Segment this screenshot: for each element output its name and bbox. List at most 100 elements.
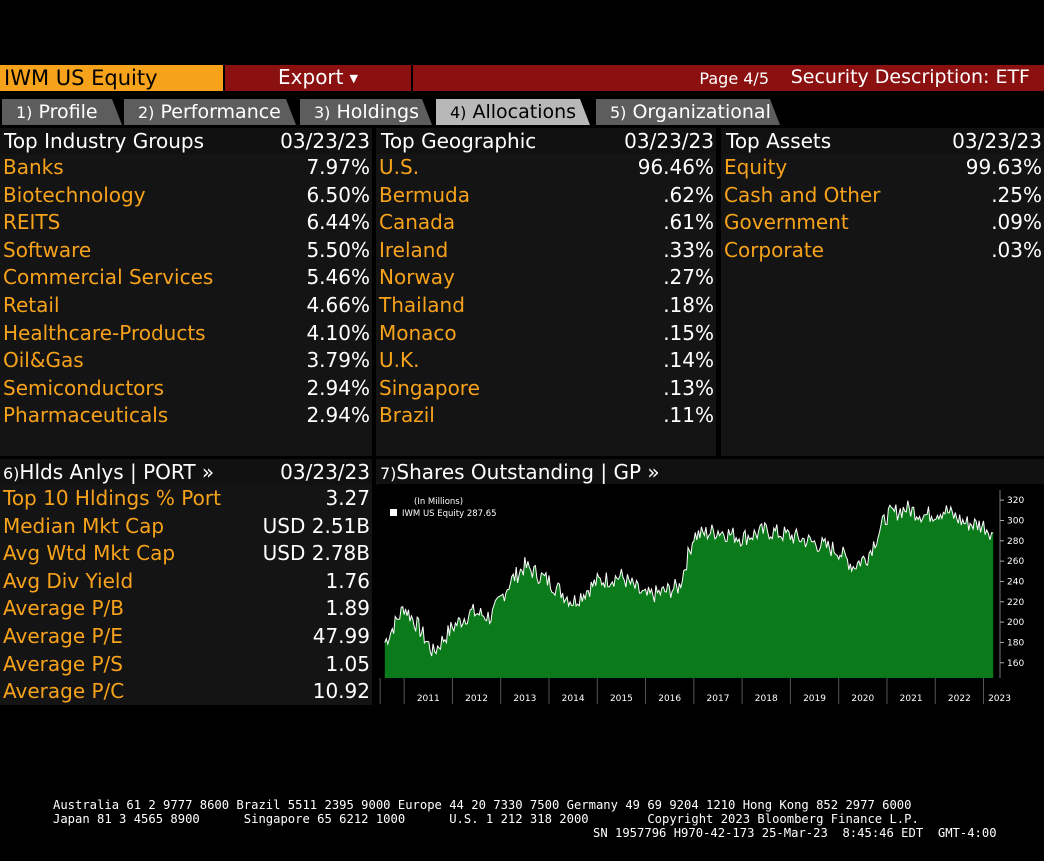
industry-value: 6.50% bbox=[306, 182, 370, 207]
industry-value: 2.94% bbox=[306, 403, 370, 428]
industry-label: Retail bbox=[3, 292, 60, 317]
tab-number: 3) bbox=[314, 103, 331, 122]
industry-row[interactable]: Pharmaceuticals 2.94% bbox=[0, 402, 372, 430]
geographic-value: .62% bbox=[663, 182, 714, 207]
x-tick-label: 2019 bbox=[803, 694, 826, 704]
holdings-stat-row[interactable]: Avg Wtd Mkt Cap USD 2.78B bbox=[0, 540, 372, 568]
industry-value: 7.97% bbox=[306, 155, 370, 179]
x-tick-label: 2015 bbox=[610, 694, 633, 704]
holdings-stat-value: USD 2.78B bbox=[262, 541, 370, 566]
footer-contacts-line: Australia 61 2 9777 8600 Brazil 5511 239… bbox=[53, 798, 912, 812]
industry-label: Pharmaceuticals bbox=[3, 403, 169, 428]
holdings-stat-row[interactable]: Average P/B 1.89 bbox=[0, 595, 372, 623]
industry-row[interactable]: REITS 6.44% bbox=[0, 209, 372, 237]
tab-number: 4) bbox=[450, 103, 467, 122]
holdings-analysis-title: Hlds Anlys | PORT » bbox=[19, 460, 215, 484]
industry-label: Biotechnology bbox=[3, 182, 146, 207]
export-label: Export bbox=[278, 65, 344, 89]
holdings-stat-row[interactable]: Average P/E 47.99 bbox=[0, 623, 372, 651]
holdings-analysis-list: Top 10 Hldings % Port 3.27 Median Mkt Cap U… bbox=[0, 485, 372, 706]
holdings-analysis-header[interactable]: 6)Hlds Anlys | PORT » 03/23/23 bbox=[0, 459, 372, 485]
x-tick-label: 2023 bbox=[988, 694, 1011, 704]
holdings-stat-row[interactable]: Average P/S 1.05 bbox=[0, 651, 372, 679]
geographic-row[interactable]: Canada .61% bbox=[376, 209, 716, 237]
geographic-row[interactable]: Thailand .18% bbox=[376, 292, 716, 320]
geographic-value: 96.46% bbox=[637, 155, 714, 179]
tab-number: 5) bbox=[610, 103, 627, 122]
holdings-stat-row[interactable]: Median Mkt Cap USD 2.51B bbox=[0, 513, 372, 541]
geographic-row[interactable]: U.K. .14% bbox=[376, 347, 716, 375]
geographic-value: .14% bbox=[663, 348, 714, 373]
asset-row[interactable]: Equity 99.63% bbox=[721, 154, 1044, 182]
legend-units: (In Millions) bbox=[414, 497, 463, 507]
shares-chart-svg: 2011 2012 2013 2014 2015 2016 2017 2018 2019 2020… bbox=[379, 489, 1024, 704]
geographic-value: .15% bbox=[663, 320, 714, 345]
holdings-stat-label: Average P/B bbox=[3, 596, 125, 621]
holdings-analysis-date: 03/23/23 bbox=[280, 460, 370, 484]
y-tick-label: 160 bbox=[1007, 659, 1024, 669]
geographic-row[interactable]: Bermuda .62% bbox=[376, 182, 716, 210]
tab-performance[interactable]: 2) Performance bbox=[124, 99, 296, 125]
y-tick-label: 180 bbox=[1007, 638, 1024, 648]
export-menu-button[interactable]: Export ▼ bbox=[225, 65, 411, 91]
tab-number: 2) bbox=[138, 103, 155, 122]
asset-row[interactable]: Cash and Other .25% bbox=[721, 182, 1044, 210]
industry-row[interactable]: Commercial Services 5.46% bbox=[0, 264, 372, 292]
ticker-field[interactable]: IWM US Equity bbox=[0, 65, 223, 91]
assets-list: Equity 99.63% Cash and Other .25% Government… bbox=[721, 154, 1044, 264]
caret-down-icon: ▼ bbox=[349, 72, 358, 85]
holdings-stat-row[interactable]: Average P/C 10.92 bbox=[0, 678, 372, 706]
industry-row[interactable]: Biotechnology 6.50% bbox=[0, 182, 372, 210]
industry-title: Top Industry Groups bbox=[4, 129, 205, 153]
holdings-stat-row[interactable]: Top 10 Hldings % Port 3.27 bbox=[0, 485, 372, 513]
industry-value: 6.44% bbox=[306, 210, 370, 235]
industry-label: Banks bbox=[3, 155, 64, 179]
industry-label: Software bbox=[3, 237, 92, 262]
industry-row[interactable]: Retail 4.66% bbox=[0, 292, 372, 320]
industry-label: Commercial Services bbox=[3, 265, 214, 290]
tab-allocations[interactable]: 4) Allocations bbox=[436, 99, 590, 125]
x-tick-label: 2011 bbox=[417, 694, 440, 704]
asset-row[interactable]: Corporate .03% bbox=[721, 237, 1044, 265]
asset-value: .09% bbox=[991, 210, 1042, 235]
asset-row[interactable]: Government .09% bbox=[721, 209, 1044, 237]
geographic-date: 03/23/23 bbox=[624, 129, 714, 153]
geographic-value: .18% bbox=[663, 292, 714, 317]
industry-row[interactable]: Healthcare-Products 4.10% bbox=[0, 320, 372, 348]
industry-label: Semiconductors bbox=[3, 375, 165, 400]
assets-title: Top Assets bbox=[726, 129, 832, 153]
geographic-row[interactable]: U.S. 96.46% bbox=[376, 154, 716, 182]
geographic-row[interactable]: Singapore .13% bbox=[376, 375, 716, 403]
geographic-row[interactable]: Norway .27% bbox=[376, 264, 716, 292]
holdings-stat-label: Top 10 Hldings % Port bbox=[3, 486, 221, 510]
geographic-value: .61% bbox=[663, 210, 714, 235]
geographic-label: Thailand bbox=[379, 292, 465, 317]
tab-profile[interactable]: 1) Profile bbox=[2, 99, 122, 125]
holdings-stat-value: 1.05 bbox=[325, 651, 370, 676]
y-tick-label: 280 bbox=[1007, 537, 1024, 547]
industry-row[interactable]: Banks 7.97% bbox=[0, 154, 372, 182]
tab-organizational[interactable]: 5) Organizational bbox=[596, 99, 780, 125]
shares-outstanding-header[interactable]: 7)Shares Outstanding | GP » bbox=[376, 459, 1044, 485]
geographic-value: .13% bbox=[663, 375, 714, 400]
holdings-stat-row[interactable]: Avg Div Yield 1.76 bbox=[0, 568, 372, 596]
industry-row[interactable]: Software 5.50% bbox=[0, 237, 372, 265]
holdings-stat-value: 1.89 bbox=[325, 596, 370, 621]
geographic-row[interactable]: Ireland .33% bbox=[376, 237, 716, 265]
x-tick-label: 2014 bbox=[562, 694, 585, 704]
industry-header: Top Industry Groups 03/23/23 bbox=[0, 128, 372, 154]
x-tick-label: 2013 bbox=[513, 694, 536, 704]
industry-row[interactable]: Semiconductors 2.94% bbox=[0, 375, 372, 403]
asset-label: Equity bbox=[724, 155, 788, 179]
industry-row[interactable]: Oil&Gas 3.79% bbox=[0, 347, 372, 375]
industry-value: 3.79% bbox=[306, 348, 370, 373]
geographic-row[interactable]: Brazil .11% bbox=[376, 402, 716, 430]
x-axis-band bbox=[380, 678, 998, 704]
geographic-row[interactable]: Monaco .15% bbox=[376, 320, 716, 348]
geographic-label: Canada bbox=[379, 210, 456, 235]
geographic-label: Ireland bbox=[379, 237, 449, 262]
y-tick-label: 320 bbox=[1007, 496, 1024, 506]
legend-swatch bbox=[390, 509, 397, 516]
tab-holdings[interactable]: 3) Holdings bbox=[300, 99, 432, 125]
geographic-label: U.S. bbox=[379, 155, 420, 179]
